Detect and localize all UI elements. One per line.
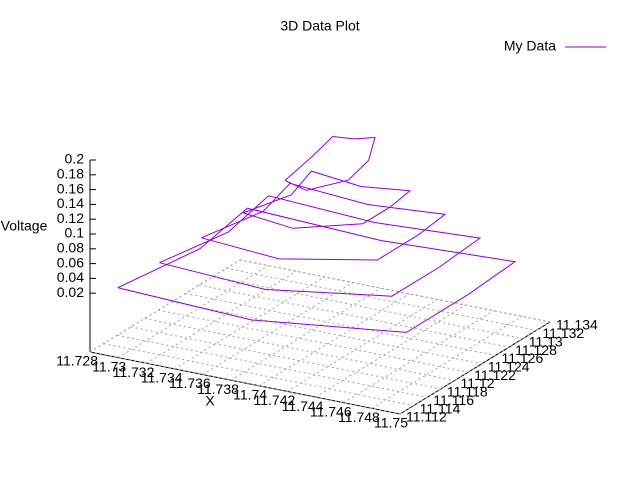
data-line [117, 135, 517, 333]
x-tick-label: 11.728 [56, 353, 98, 369]
y-tick-label: 11.116 [433, 392, 474, 408]
x-tick-label: 11.746 [310, 403, 352, 419]
z-tick-label: 0.2 [65, 151, 85, 167]
x-tick-label: 11.75 [374, 415, 408, 431]
x-tick-label: 11.742 [253, 392, 295, 408]
z-tick-label: 0.1 [65, 225, 85, 241]
y-tick-label: 11.132 [542, 325, 584, 341]
z-axis-label: Voltage [1, 218, 48, 234]
x-grid-line [230, 287, 382, 381]
x-grid-line [146, 270, 297, 364]
y-tick-label: 11.122 [474, 367, 516, 383]
x-tick-label: 11.732 [113, 364, 155, 380]
y-tick-label: 11.134 [556, 317, 598, 333]
z-tick-label: 0.06 [57, 254, 84, 270]
base-frame-back [89, 259, 551, 353]
z-tick-label: 0.18 [57, 166, 84, 182]
x-grid-line [174, 276, 325, 370]
x-grid-line [89, 259, 241, 353]
x-grid-line [258, 293, 410, 387]
y-tick-label: 11.124 [488, 359, 530, 375]
x-grid-line [315, 304, 466, 398]
x-axis-label: X [205, 393, 215, 409]
x-tick-label: 11.73 [92, 358, 126, 374]
x-grid-line [117, 265, 269, 359]
z-tick-label: 0.04 [57, 269, 84, 285]
legend-label: My Data [504, 38, 556, 54]
x-tick-label: 11.738 [197, 381, 239, 397]
x-tick-label: 11.744 [282, 398, 324, 414]
x-grid-line [287, 299, 438, 392]
y-tick-label: 11.12 [461, 375, 495, 391]
x-tick-label: 11.734 [141, 370, 183, 386]
z-tick-label: 0.16 [57, 180, 84, 196]
z-tick-label: 0.08 [57, 240, 84, 256]
y-tick-label: 11.128 [515, 342, 557, 358]
y-tick-label: 11.114 [420, 400, 461, 416]
x-tick-label: 11.74 [233, 387, 267, 403]
x-tick-label: 11.736 [169, 375, 211, 391]
chart-title: 3D Data Plot [280, 18, 359, 34]
x-grid-line [343, 310, 494, 404]
z-tick-label: 0.02 [57, 284, 84, 300]
x-grid-line [202, 282, 353, 375]
y-tick-label: 11.118 [447, 384, 488, 400]
y-tick-label: 11.112 [406, 409, 447, 425]
y-tick-label: 11.13 [529, 333, 563, 349]
x-grid-line [371, 315, 523, 409]
x-grid-line [399, 321, 551, 415]
y-tick-label: 11.126 [501, 350, 543, 366]
z-tick-label: 0.14 [57, 195, 84, 211]
z-tick-label: 0.12 [57, 210, 84, 226]
x-tick-label: 11.748 [338, 409, 380, 425]
